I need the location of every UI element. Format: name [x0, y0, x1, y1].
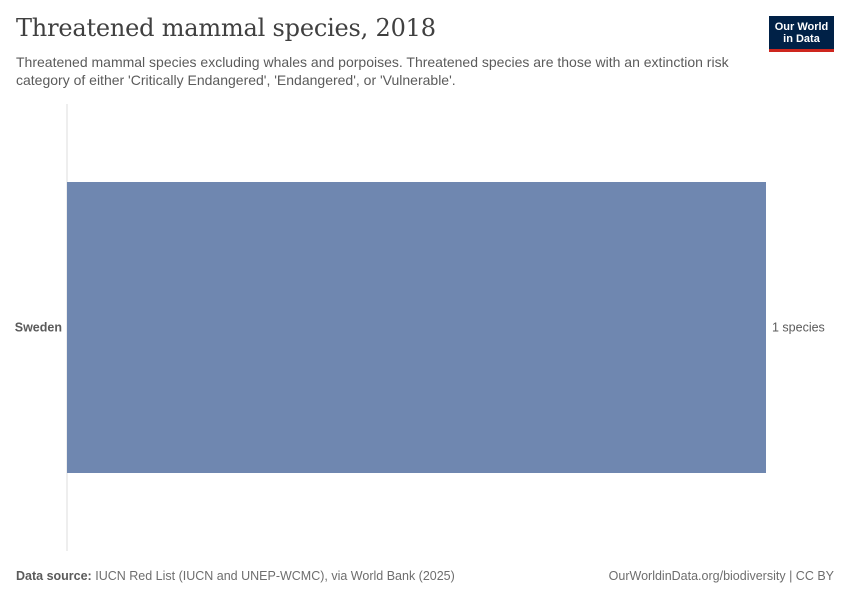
bar-sweden[interactable] [67, 182, 766, 473]
value-label: 1 species [772, 321, 825, 335]
data-source-text: IUCN Red List (IUCN and UNEP-WCMC), via … [95, 569, 455, 583]
chart-title: Threatened mammal species, 2018 [16, 14, 436, 42]
owid-logo[interactable]: Our World in Data [769, 16, 834, 52]
footer-link[interactable]: OurWorldinData.org/biodiversity | CC BY [608, 569, 834, 583]
data-source: Data source: IUCN Red List (IUCN and UNE… [16, 569, 455, 583]
chart-subtitle: Threatened mammal species excluding whal… [16, 54, 729, 88]
logo-line-1: Our World [774, 21, 829, 33]
category-label: Sweden [15, 321, 62, 335]
data-source-label: Data source: [16, 569, 92, 583]
logo-line-2: in Data [783, 33, 820, 45]
